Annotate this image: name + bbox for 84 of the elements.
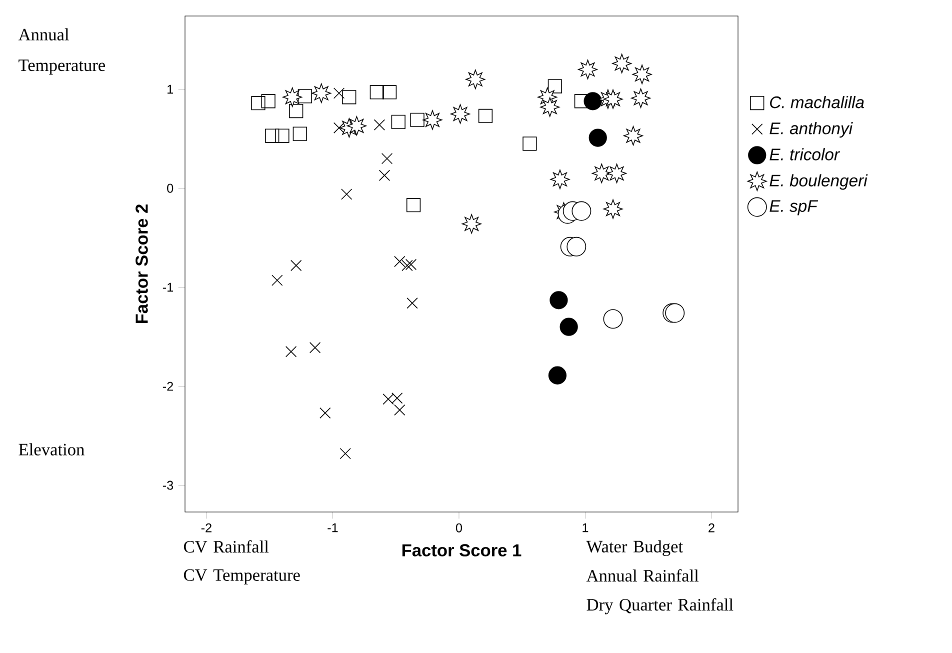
point [391, 114, 406, 129]
point [309, 342, 321, 354]
point [374, 119, 386, 130]
point [540, 97, 560, 117]
point [632, 64, 652, 84]
text: CV Rainfall [184, 540, 269, 553]
text: Water Budget [586, 540, 683, 556]
y-axis-title: Factor Score 2 [136, 204, 148, 324]
point [466, 70, 486, 90]
legend-label: E. tricolor [770, 148, 840, 160]
point [588, 128, 607, 147]
point [342, 90, 356, 104]
point [450, 104, 470, 124]
point [478, 108, 493, 124]
point [548, 366, 567, 384]
text: CV Temperature [184, 569, 300, 584]
y-tick-label: 0 [167, 184, 174, 193]
point [548, 79, 562, 94]
point [405, 258, 417, 270]
point [578, 60, 598, 80]
point [402, 260, 413, 272]
text: Elevation [18, 443, 84, 456]
point [584, 92, 602, 110]
point [394, 256, 406, 268]
x-tick-label: 0 [456, 523, 462, 532]
point [265, 128, 280, 143]
point [522, 136, 537, 151]
y-tick-label: -2 [162, 382, 173, 391]
x-tick-label: 2 [708, 523, 714, 532]
text: Annual Temperature [18, 28, 106, 75]
point [550, 291, 568, 310]
x-tick-label: -2 [201, 523, 212, 532]
point [603, 309, 623, 329]
point [378, 170, 390, 181]
point [333, 122, 345, 134]
legend-label: C. machalilla [770, 96, 864, 108]
point [340, 448, 351, 460]
point [289, 104, 304, 118]
y-tick-label: -3 [162, 480, 174, 490]
point [462, 214, 482, 234]
point [560, 318, 578, 336]
point [607, 164, 627, 184]
point [410, 112, 424, 128]
point [346, 116, 366, 136]
point [574, 94, 589, 108]
point [272, 274, 283, 286]
point [292, 126, 307, 141]
point [394, 404, 406, 416]
point [381, 152, 393, 164]
point [261, 94, 276, 108]
point [612, 54, 632, 74]
point [406, 298, 418, 309]
point [406, 198, 421, 212]
x-tick-label: 1 [582, 523, 588, 532]
point [251, 96, 266, 110]
legend-label: E. boulengeri [770, 174, 868, 190]
point [566, 236, 586, 256]
text: Dry Quarter Rainfall [586, 598, 734, 614]
point [370, 85, 384, 100]
point [382, 85, 397, 100]
y-tick-label: -1 [162, 282, 173, 292]
point [312, 83, 332, 103]
point [631, 88, 651, 108]
point [341, 188, 352, 200]
point [572, 201, 592, 221]
point [550, 170, 570, 190]
point [285, 346, 297, 358]
point [290, 260, 302, 272]
point [298, 89, 312, 104]
point [275, 128, 290, 143]
legend-label: E. anthonyi [770, 122, 853, 138]
legend-label: E. spF [770, 200, 818, 216]
point [320, 407, 331, 419]
point [282, 87, 302, 107]
x-tick-label: -1 [328, 523, 338, 532]
y-tick-label: 1 [168, 84, 173, 94]
point [333, 88, 345, 99]
point [603, 199, 623, 219]
point [422, 110, 442, 130]
x-axis-title: Factor Score 1 [402, 544, 522, 556]
point [603, 89, 623, 109]
text: Annual Rainfall [586, 569, 699, 582]
point [623, 126, 643, 146]
point [592, 164, 612, 184]
